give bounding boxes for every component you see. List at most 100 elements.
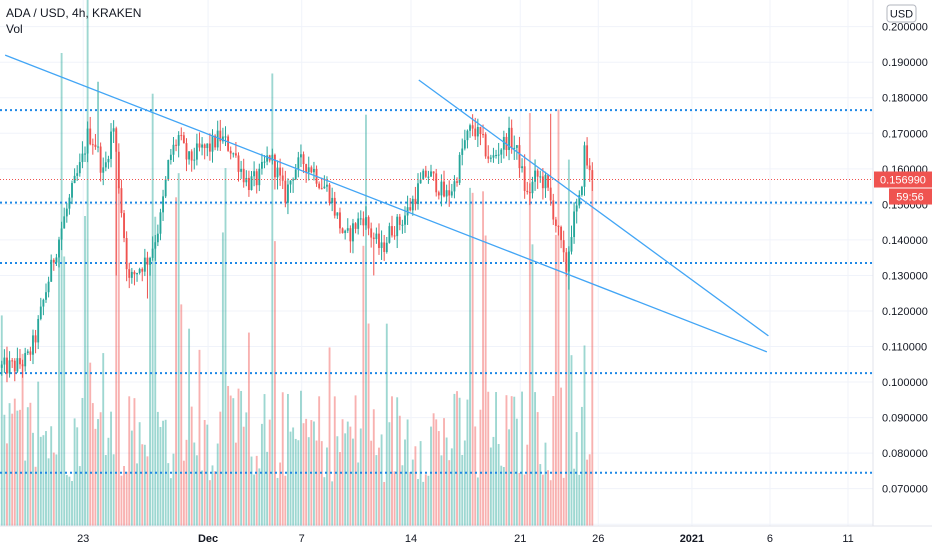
volume-bar xyxy=(307,437,310,526)
volume-bar xyxy=(237,388,240,526)
candle xyxy=(188,150,191,165)
trendline[interactable] xyxy=(4,54,768,353)
candle xyxy=(453,175,456,199)
candle xyxy=(375,227,378,244)
volume-bar xyxy=(508,429,510,526)
candle xyxy=(326,176,328,192)
volume-bar xyxy=(372,409,375,526)
volume-bar xyxy=(294,438,297,526)
candle xyxy=(104,151,107,172)
currency-badge[interactable]: USD xyxy=(886,4,917,23)
candle xyxy=(414,186,417,211)
candle xyxy=(323,175,326,189)
price-axis[interactable] xyxy=(873,0,932,526)
volume-bar xyxy=(276,477,279,526)
volume-bar xyxy=(320,441,323,526)
trendline[interactable] xyxy=(418,79,769,337)
volume-bar xyxy=(52,452,55,526)
volume-bar xyxy=(565,259,568,526)
volume-bar xyxy=(229,395,232,526)
candle xyxy=(78,153,81,177)
volume-bar xyxy=(193,442,196,526)
price-tick-label: 0.200000 xyxy=(882,22,928,34)
volume-bar xyxy=(357,462,360,526)
time-axis[interactable] xyxy=(0,526,932,550)
currency-badge-label: USD xyxy=(890,9,913,21)
candle xyxy=(471,114,474,137)
volume-bar xyxy=(266,451,269,526)
volume-bar xyxy=(211,465,214,526)
volume-bar xyxy=(232,398,235,526)
volume-bar xyxy=(409,472,412,526)
time-axis-ticks: 23 Dec 7 14 21 26 2021 6 11 xyxy=(77,533,854,545)
candle xyxy=(271,148,274,165)
candle xyxy=(497,142,500,164)
volume-bar xyxy=(300,390,302,526)
candle xyxy=(489,154,492,163)
volume-bar xyxy=(258,468,261,526)
volume-bar xyxy=(0,315,3,526)
candle xyxy=(458,152,461,186)
candle xyxy=(307,156,310,181)
volume-bar xyxy=(521,391,523,526)
candle xyxy=(266,146,269,166)
price-tick-label: 0.110000 xyxy=(882,342,927,354)
volume-bar xyxy=(547,470,550,526)
candle xyxy=(19,349,21,369)
candle xyxy=(13,358,16,382)
volume-bar xyxy=(240,390,243,526)
candle xyxy=(117,143,120,194)
volume-bar xyxy=(39,436,42,526)
candle xyxy=(409,197,412,212)
volume-bar xyxy=(11,413,14,526)
time-tick-label: 7 xyxy=(299,533,305,545)
volume-bar xyxy=(26,407,29,526)
volume-bar xyxy=(34,466,37,526)
volume-bar xyxy=(123,465,125,526)
volume-bar xyxy=(367,323,370,526)
candle xyxy=(354,222,357,234)
volume-bar xyxy=(591,180,594,526)
volume-bar xyxy=(227,385,230,526)
candle xyxy=(201,137,204,156)
candle xyxy=(419,172,422,184)
volume-bar xyxy=(279,462,282,526)
candle xyxy=(547,174,550,192)
volume-bar xyxy=(162,420,164,526)
candle xyxy=(362,211,365,237)
volume-bar xyxy=(411,459,414,526)
candle xyxy=(370,222,373,248)
volume-indicator-label[interactable]: Vol xyxy=(6,22,23,36)
volume-bar xyxy=(448,460,451,526)
volume-bar xyxy=(120,475,123,526)
volume-bar xyxy=(219,411,222,526)
volume-bar xyxy=(216,443,219,526)
candle xyxy=(289,180,292,193)
candle xyxy=(112,120,115,144)
candle xyxy=(81,141,84,169)
candle xyxy=(68,193,71,215)
candle xyxy=(279,158,282,186)
candle xyxy=(138,267,141,275)
volume-bar xyxy=(359,428,362,526)
candle xyxy=(149,256,151,276)
symbol-title[interactable]: ADA / USD, 4h, KRAKEN xyxy=(6,6,142,20)
current-price-label: 0.156990 xyxy=(880,175,926,187)
candle xyxy=(45,283,47,303)
candle xyxy=(227,134,230,152)
candle xyxy=(422,168,425,180)
candle xyxy=(99,142,102,182)
volume-bar xyxy=(414,446,417,526)
volume-bar xyxy=(84,216,86,526)
candle xyxy=(591,162,594,191)
candle xyxy=(206,143,209,157)
candle xyxy=(300,144,302,168)
trendlines[interactable] xyxy=(4,54,769,353)
volume-bar xyxy=(224,168,227,526)
candle xyxy=(16,347,19,373)
volume-bar xyxy=(336,436,339,526)
price-tick-label: 0.080000 xyxy=(882,448,928,460)
candle xyxy=(479,126,482,146)
